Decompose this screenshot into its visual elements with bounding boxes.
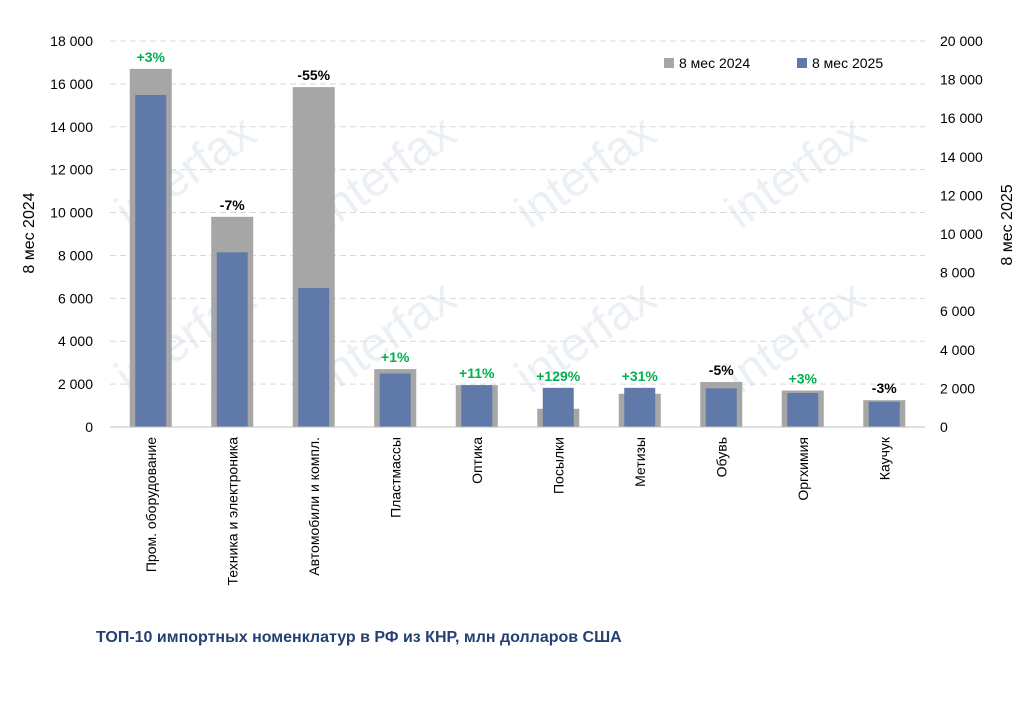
y-left-tick-label: 16 000 <box>50 76 93 92</box>
category-label: Оптика <box>469 437 485 484</box>
y-right-tick-label: 4 000 <box>940 342 975 358</box>
change-labels: +3% -7% -55% +1% +11% +129% +31% -5% +3% -3% <box>137 49 898 396</box>
y-right-tick-label: 16 000 <box>940 110 983 126</box>
category-label: Обувь <box>713 437 729 477</box>
y-right-tick-label: 0 <box>940 419 948 435</box>
bar-2025 <box>787 393 819 427</box>
y-left-tick-label: 2 000 <box>58 376 93 392</box>
bar-2025 <box>379 373 411 427</box>
legend-entry: 8 мес 2024 <box>679 55 750 71</box>
category-label: Оргхимия <box>795 437 811 501</box>
change-label: -3% <box>872 380 897 396</box>
y-axis-left-title: 8 мес 2024 <box>21 192 38 273</box>
bar-2025 <box>216 252 248 427</box>
bar-2025 <box>868 401 900 427</box>
bar-2025 <box>705 388 737 427</box>
y-right-tick-label: 20 000 <box>940 33 983 49</box>
chart-caption: ТОП-10 импортных номенклатур в РФ из КНР… <box>96 629 622 646</box>
bar-2025 <box>624 387 656 427</box>
y-left-tick-label: 12 000 <box>50 162 93 178</box>
y-left-tick-label: 4 000 <box>58 333 93 349</box>
bar-2025 <box>298 288 330 427</box>
y-right-tick-label: 10 000 <box>940 226 983 242</box>
y-left-tick-label: 10 000 <box>50 205 93 221</box>
change-label: -55% <box>297 67 330 83</box>
change-label: +3% <box>137 49 166 65</box>
y-right-tick-label: 2 000 <box>940 380 975 396</box>
y-left-tick-label: 14 000 <box>50 119 93 135</box>
change-label: +31% <box>622 368 659 384</box>
legend-entry: 8 мес 2025 <box>812 55 883 71</box>
bar-2025 <box>542 387 574 427</box>
category-labels: Пром. оборудование Техника и электроника А… <box>143 436 893 585</box>
legend-swatch <box>797 58 807 68</box>
watermark-text: interfax <box>506 105 665 239</box>
change-label: +11% <box>459 365 495 381</box>
change-label: +3% <box>789 371 818 387</box>
change-label: -5% <box>709 362 734 378</box>
category-label: Метизы <box>632 437 648 487</box>
bar-2025 <box>461 385 493 427</box>
category-label: Пром. оборудование <box>143 437 159 572</box>
category-label: Каучук <box>876 436 892 480</box>
watermark-text: interfax <box>716 105 875 239</box>
y-left-tick-label: 6 000 <box>58 290 93 306</box>
y-left-tick-label: 18 000 <box>50 33 93 49</box>
bar-2025 <box>135 95 167 427</box>
category-label: Автомобили и компл. <box>306 437 322 576</box>
category-label: Посылки <box>550 437 566 494</box>
y-right-tick-label: 8 000 <box>940 265 975 281</box>
change-label: -7% <box>220 197 245 213</box>
change-label: +1% <box>381 349 410 365</box>
y-left-tick-label: 8 000 <box>58 247 93 263</box>
y-left-tick-label: 0 <box>85 419 93 435</box>
legend: 8 мес 2024 8 мес 2025 <box>664 55 883 71</box>
y-right-tick-label: 18 000 <box>940 72 983 88</box>
y-axis-right-ticks: 0 2 000 4 000 6 000 8 000 10 000 12 000 14 000 1… <box>940 33 983 435</box>
y-axis-right-title: 8 мес 2025 <box>999 184 1016 265</box>
change-label: +129% <box>536 368 581 384</box>
y-right-tick-label: 6 000 <box>940 303 975 319</box>
y-right-tick-label: 12 000 <box>940 187 983 203</box>
category-label: Пластмассы <box>387 437 403 518</box>
category-label: Техника и электроника <box>224 437 240 586</box>
y-axis-left-ticks: 0 2 000 4 000 6 000 8 000 10 000 12 000 14 000 1… <box>50 33 93 435</box>
bars <box>129 68 906 427</box>
legend-swatch <box>664 58 674 68</box>
y-right-tick-label: 14 000 <box>940 149 983 165</box>
